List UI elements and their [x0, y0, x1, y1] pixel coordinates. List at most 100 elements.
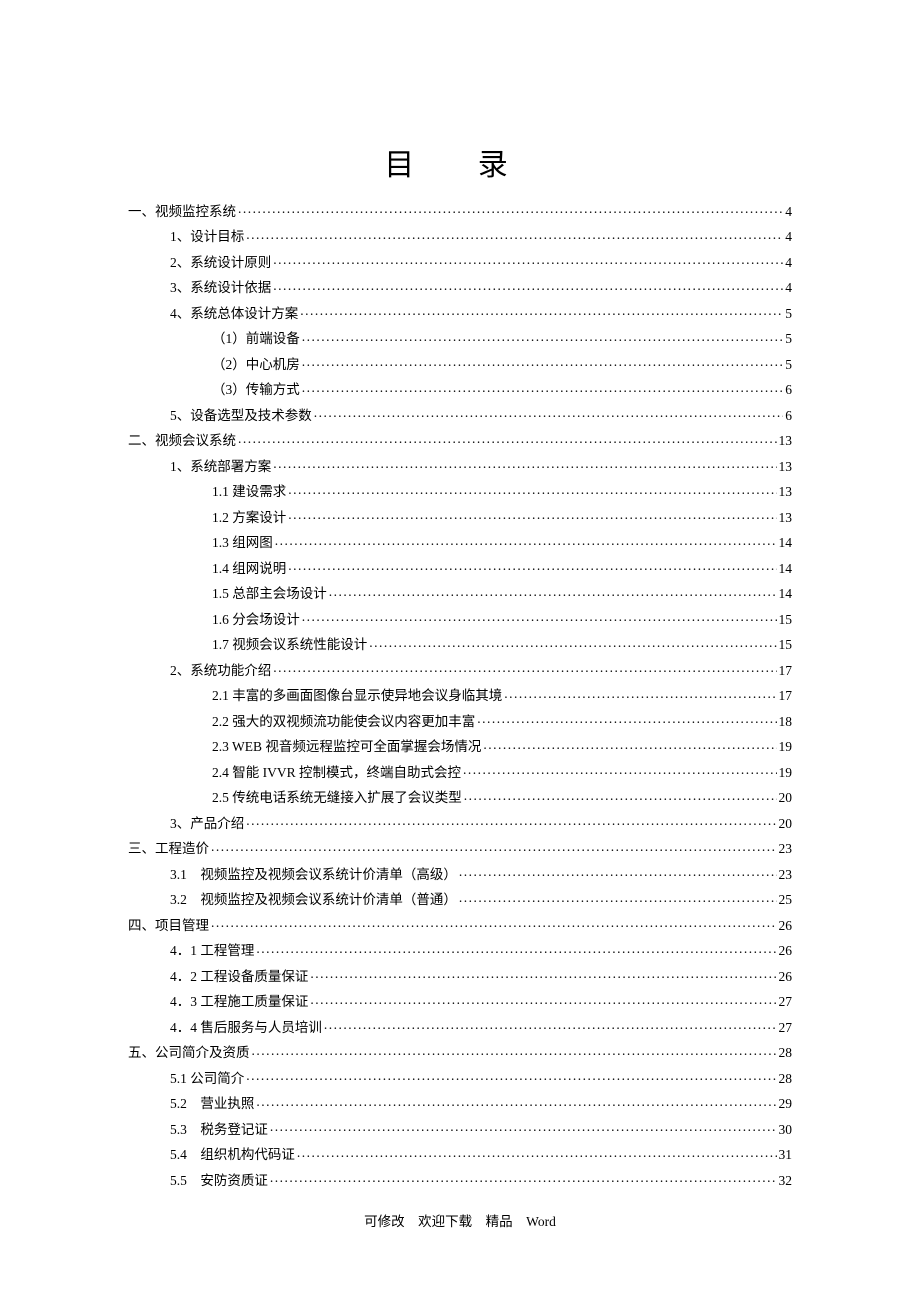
toc-leader-dots	[246, 228, 783, 242]
toc-entry[interactable]: 4．3 工程施工质量保证27	[128, 993, 792, 1009]
toc-entry[interactable]: 5.5 安防资质证32	[128, 1171, 792, 1187]
toc-entry[interactable]: 1.7 视频会议系统性能设计15	[128, 636, 792, 652]
toc-entry[interactable]: 四、项目管理 26	[128, 916, 792, 932]
toc-entry[interactable]: 4、系统总体设计方案5	[128, 304, 792, 320]
toc-entry-page: 29	[779, 1097, 793, 1111]
toc-entry[interactable]: 4．2 工程设备质量保证26	[128, 967, 792, 983]
toc-entry-label: 2.4 智能 IVVR 控制模式，终端自助式会控	[212, 766, 461, 780]
toc-entry-label: 1.7 视频会议系统性能设计	[212, 638, 367, 652]
toc-entry[interactable]: 2.5 传统电话系统无缝接入扩展了会议类型20	[128, 789, 792, 805]
toc-entry[interactable]: 五、公司简介及资质28	[128, 1044, 792, 1060]
toc-entry[interactable]: 1.1 建设需求13	[128, 483, 792, 499]
toc-entry-label: 1.3 组网图	[212, 536, 273, 550]
toc-entry[interactable]: 2、系统功能介绍17	[128, 661, 792, 677]
toc-leader-dots	[483, 738, 776, 752]
toc-leader-dots	[297, 1146, 777, 1160]
toc-entry[interactable]: 5、设备选型及技术参数6	[128, 406, 792, 422]
toc-entry-label: 3.1 视频监控及视频会议系统计价清单（高级）	[170, 868, 457, 882]
toc-entry[interactable]: 3、产品介绍20	[128, 814, 792, 830]
toc-entry[interactable]: 一、视频监控系统 4	[128, 202, 792, 218]
toc-entry-label: 1.1 建设需求	[212, 485, 286, 499]
toc-leader-dots	[238, 432, 777, 446]
toc-leader-dots	[288, 559, 776, 573]
toc-entry[interactable]: 2.2 强大的双视频流功能使会议内容更加丰富 18	[128, 712, 792, 728]
toc-entry[interactable]: 5.4 组织机构代码证31	[128, 1146, 792, 1162]
toc-entry[interactable]: （2）中心机房5	[128, 355, 792, 371]
toc-entry-label: 2.1 丰富的多画面图像台显示使异地会议身临其境	[212, 689, 502, 703]
toc-leader-dots	[504, 687, 776, 701]
toc-entry-page: 26	[779, 919, 793, 933]
toc-entry-label: 2.3 WEB 视音频远程监控可全面掌握会场情况	[212, 740, 481, 754]
toc-entry-label: 5.4 组织机构代码证	[170, 1148, 295, 1162]
toc-leader-dots	[302, 610, 777, 624]
toc-entry-label: 4、系统总体设计方案	[170, 307, 298, 321]
toc-entry[interactable]: 1、系统部署方案13	[128, 457, 792, 473]
toc-entry[interactable]: 2、系统设计原则4	[128, 253, 792, 269]
toc-entry-label: （1）前端设备	[212, 332, 300, 346]
toc-entry-page: 25	[779, 893, 793, 907]
toc-entry-label: 4．1 工程管理	[170, 944, 254, 958]
toc-entry-page: 6	[785, 383, 792, 397]
toc-entry[interactable]: 1.5 总部主会场设计14	[128, 585, 792, 601]
page-container: 目 录 一、视频监控系统 4 1、设计目标4 2、系统设计原则4 3、系统设计依据4 4、…	[0, 0, 920, 1187]
toc-entry[interactable]: 4．1 工程管理 26	[128, 942, 792, 958]
toc-leader-dots	[273, 253, 783, 267]
toc-entry[interactable]: 3、系统设计依据4	[128, 279, 792, 295]
toc-title: 目 录	[128, 140, 792, 184]
toc-entry-page: 19	[779, 766, 793, 780]
toc-entry[interactable]: 1.3 组网图14	[128, 534, 792, 550]
toc-leader-dots	[314, 406, 784, 420]
toc-entry[interactable]: 1、设计目标4	[128, 228, 792, 244]
toc-entry[interactable]: 1.2 方案设计13	[128, 508, 792, 524]
toc-leader-dots	[273, 457, 776, 471]
toc-entry-label: 一、视频监控系统	[128, 205, 236, 219]
toc-entry[interactable]: 2.3 WEB 视音频远程监控可全面掌握会场情况19	[128, 738, 792, 754]
toc-leader-dots	[288, 483, 776, 497]
toc-leader-dots	[256, 1095, 776, 1109]
toc-entry-label: 5.5 安防资质证	[170, 1174, 268, 1188]
toc-entry-page: 4	[785, 205, 792, 219]
toc-entry[interactable]: （3）传输方式 6	[128, 381, 792, 397]
toc-entry-page: 13	[779, 460, 793, 474]
toc-entry-label: 2.2 强大的双视频流功能使会议内容更加丰富	[212, 715, 475, 729]
toc-entry[interactable]: 1.6 分会场设计15	[128, 610, 792, 626]
toc-entry[interactable]: 3.1 视频监控及视频会议系统计价清单（高级）23	[128, 865, 792, 881]
toc-entry-label: 三、工程造价	[128, 842, 209, 856]
toc-entry-label: 四、项目管理	[128, 919, 209, 933]
toc-leader-dots	[275, 534, 777, 548]
toc-leader-dots	[329, 585, 777, 599]
toc-leader-dots	[270, 1120, 777, 1134]
toc-entry-label: 1.2 方案设计	[212, 511, 286, 525]
toc-leader-dots	[246, 814, 776, 828]
toc-leader-dots	[310, 967, 776, 981]
toc-leader-dots	[324, 1018, 777, 1032]
toc-entry-label: 五、公司简介及资质	[128, 1046, 250, 1060]
toc-entry-label: 5.1 公司简介	[170, 1072, 244, 1086]
toc-leader-dots	[300, 304, 783, 318]
toc-entry[interactable]: （1）前端设备 5	[128, 330, 792, 346]
toc-entry-page: 4	[785, 281, 792, 295]
toc-entry[interactable]: 5.3 税务登记证30	[128, 1120, 792, 1136]
toc-leader-dots	[246, 1069, 776, 1083]
toc-entry-page: 5	[785, 358, 792, 372]
toc-entry-label: 二、视频会议系统	[128, 434, 236, 448]
toc-entry[interactable]: 二、视频会议系统13	[128, 432, 792, 448]
toc-entry-page: 30	[779, 1123, 793, 1137]
toc-entry-label: 5、设备选型及技术参数	[170, 409, 312, 423]
toc-entry[interactable]: 2.4 智能 IVVR 控制模式，终端自助式会控 19	[128, 763, 792, 779]
toc-entry[interactable]: 3.2 视频监控及视频会议系统计价清单（普通）25	[128, 891, 792, 907]
toc-entry-label: （3）传输方式	[212, 383, 300, 397]
toc-entry[interactable]: 5.1 公司简介28	[128, 1069, 792, 1085]
toc-leader-dots	[273, 661, 776, 675]
toc-entry[interactable]: 4．4 售后服务与人员培训27	[128, 1018, 792, 1034]
toc-entry[interactable]: 三、工程造价23	[128, 840, 792, 856]
toc-entry-page: 26	[779, 970, 793, 984]
toc-entry-page: 18	[779, 715, 793, 729]
toc-leader-dots	[302, 330, 784, 344]
toc-entry[interactable]: 5.2 营业执照29	[128, 1095, 792, 1111]
toc-entry-page: 26	[779, 944, 793, 958]
toc-entry[interactable]: 2.1 丰富的多画面图像台显示使异地会议身临其境17	[128, 687, 792, 703]
toc-entry-page: 5	[785, 332, 792, 346]
toc-entry[interactable]: 1.4 组网说明14	[128, 559, 792, 575]
toc-leader-dots	[270, 1171, 777, 1185]
